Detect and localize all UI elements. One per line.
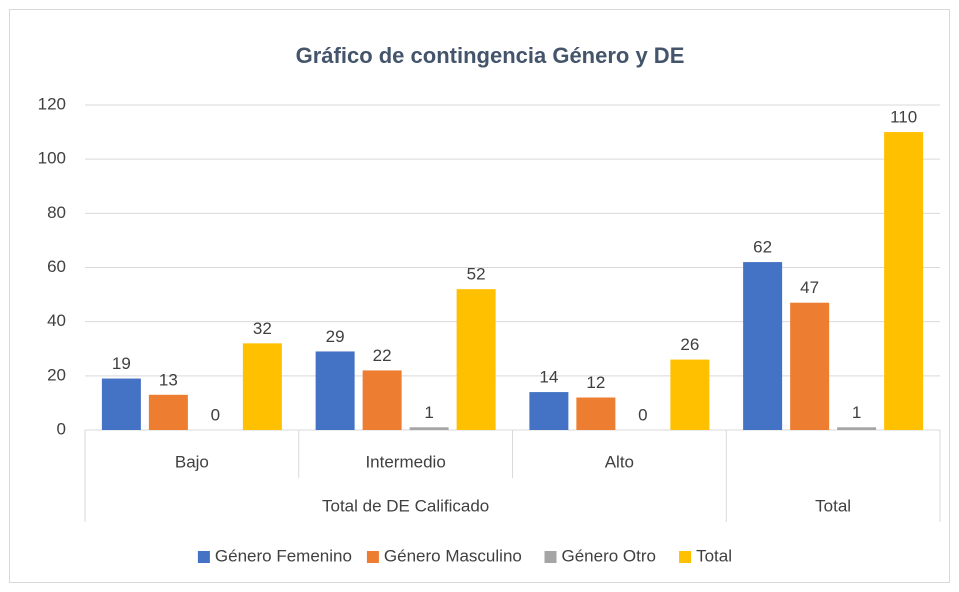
legend-label: Género Masculino	[384, 546, 522, 565]
data-label: 110	[890, 108, 917, 127]
data-label: 1	[852, 403, 861, 422]
x-tick-label: Alto	[605, 452, 634, 471]
bar	[743, 262, 783, 430]
y-tick-label: 60	[47, 257, 66, 276]
y-tick-label: 120	[38, 94, 66, 113]
data-label: 14	[539, 368, 558, 387]
legend-swatch	[679, 551, 692, 563]
legend-label: Total	[696, 546, 732, 565]
bar	[362, 370, 402, 430]
bar	[101, 378, 141, 430]
data-label: 12	[586, 373, 605, 392]
y-tick-label: 20	[47, 365, 66, 384]
bar	[884, 132, 924, 431]
bar	[409, 427, 449, 430]
data-label: 0	[638, 405, 647, 424]
y-tick-label: 40	[47, 311, 66, 330]
bar	[242, 343, 282, 430]
x-tick-label: Intermedio	[365, 452, 445, 471]
y-tick-label: 0	[57, 419, 66, 438]
y-tick-label: 100	[38, 149, 66, 168]
data-label: 13	[159, 370, 178, 389]
bar	[576, 397, 616, 430]
legend-label: Género Femenino	[215, 546, 352, 565]
legend-swatch	[366, 551, 379, 563]
data-label: 52	[467, 265, 486, 284]
bar	[456, 289, 496, 430]
data-label: 0	[211, 405, 220, 424]
legend-label: Género Otro	[562, 546, 657, 565]
legend-swatch	[544, 551, 557, 563]
x-tick-label: Bajo	[175, 452, 209, 471]
data-label: 19	[112, 354, 131, 373]
data-label: 26	[680, 335, 699, 354]
data-label: 32	[253, 319, 272, 338]
x-group-label: Total de DE Calificado	[322, 496, 489, 515]
bar	[837, 427, 877, 430]
data-label: 22	[373, 346, 392, 365]
data-label: 47	[800, 278, 819, 297]
data-label: 62	[753, 238, 772, 257]
legend-swatch	[197, 551, 210, 563]
bar	[670, 359, 710, 430]
bar	[148, 394, 188, 430]
chart-title: Gráfico de contingencia Género y DE	[296, 43, 685, 68]
bar	[529, 392, 569, 430]
data-label: 29	[326, 327, 345, 346]
data-label: 1	[424, 403, 433, 422]
y-tick-label: 80	[47, 203, 66, 222]
bar	[315, 351, 355, 430]
x-group-label: Total	[815, 496, 851, 515]
bar	[790, 302, 830, 430]
